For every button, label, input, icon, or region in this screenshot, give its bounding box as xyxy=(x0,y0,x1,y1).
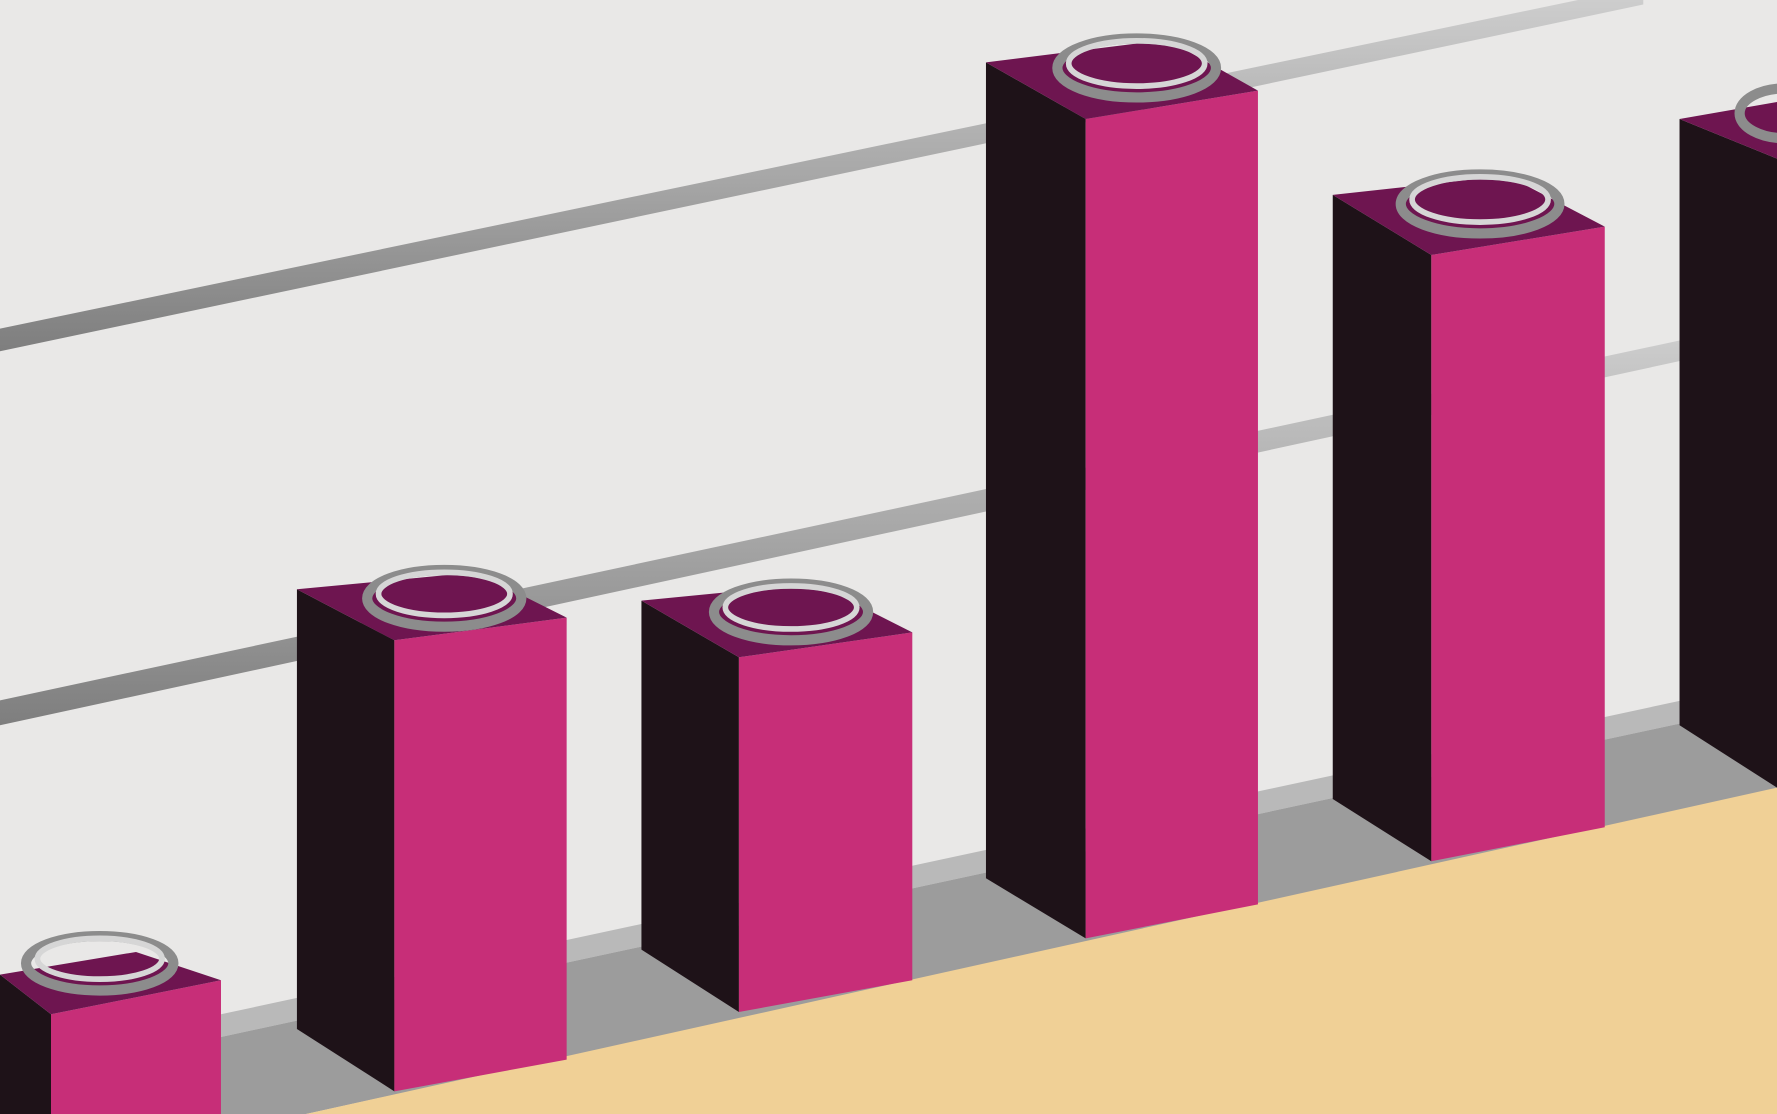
ring xyxy=(362,564,527,632)
bar xyxy=(296,572,567,1092)
ring xyxy=(1734,83,1777,143)
bar xyxy=(1679,101,1777,788)
ring xyxy=(1052,33,1222,103)
ring xyxy=(708,578,874,646)
ring xyxy=(1395,169,1565,239)
bar xyxy=(0,951,221,1114)
bar xyxy=(985,39,1258,939)
bar xyxy=(1332,175,1605,862)
bar xyxy=(641,583,913,1013)
ring xyxy=(20,930,179,996)
